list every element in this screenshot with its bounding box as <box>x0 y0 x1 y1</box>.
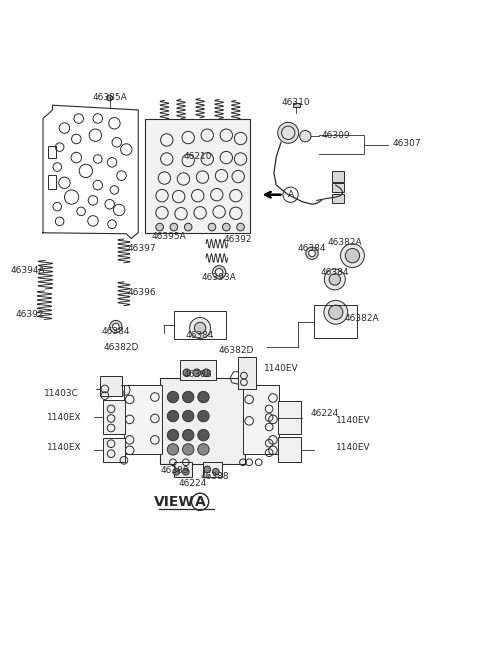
Bar <box>145 119 250 233</box>
Text: 46384: 46384 <box>321 268 349 277</box>
Circle shape <box>156 223 164 231</box>
Bar <box>174 462 192 476</box>
Bar <box>293 103 300 107</box>
Circle shape <box>208 223 216 231</box>
Circle shape <box>198 430 209 441</box>
Bar <box>238 357 256 389</box>
Circle shape <box>170 223 178 231</box>
Circle shape <box>167 430 179 441</box>
Circle shape <box>182 430 194 441</box>
Text: 46210: 46210 <box>183 152 212 161</box>
Text: 46392: 46392 <box>224 236 252 245</box>
Bar <box>48 146 56 157</box>
Circle shape <box>184 223 192 231</box>
Circle shape <box>216 268 223 276</box>
Text: 46382A: 46382A <box>328 238 362 247</box>
Circle shape <box>112 323 119 330</box>
Circle shape <box>324 269 345 290</box>
Text: 1140EX: 1140EX <box>47 413 81 422</box>
Circle shape <box>193 369 201 377</box>
Circle shape <box>345 249 360 263</box>
Circle shape <box>306 247 318 259</box>
Text: 11403C: 11403C <box>44 389 79 398</box>
Text: 46384: 46384 <box>298 244 326 253</box>
Circle shape <box>182 443 194 455</box>
Bar <box>278 438 300 462</box>
Text: 46307: 46307 <box>393 139 421 148</box>
Circle shape <box>198 392 209 403</box>
Text: 1140EV: 1140EV <box>264 364 299 373</box>
Text: 46385A: 46385A <box>92 93 127 102</box>
Bar <box>278 401 300 434</box>
Text: 46393A: 46393A <box>202 272 237 281</box>
Circle shape <box>183 369 191 377</box>
Circle shape <box>167 392 179 403</box>
Circle shape <box>329 305 343 319</box>
Text: 46395A: 46395A <box>152 232 187 241</box>
Bar <box>48 174 56 189</box>
Circle shape <box>204 466 211 473</box>
Circle shape <box>182 392 194 403</box>
Bar <box>124 385 162 454</box>
Circle shape <box>109 320 122 333</box>
Circle shape <box>278 122 299 143</box>
Circle shape <box>182 468 189 475</box>
Text: 46388: 46388 <box>201 472 229 481</box>
Text: A: A <box>288 190 294 199</box>
Circle shape <box>190 318 211 338</box>
Text: 46310: 46310 <box>282 98 311 108</box>
Bar <box>243 385 279 454</box>
Bar <box>314 305 357 338</box>
Circle shape <box>173 468 180 475</box>
Text: 1140EV: 1140EV <box>336 417 371 425</box>
Bar <box>103 438 125 462</box>
Text: 1140EX: 1140EX <box>47 443 81 453</box>
Bar <box>100 376 121 396</box>
Text: 46396: 46396 <box>128 288 156 297</box>
Circle shape <box>329 274 340 285</box>
Bar <box>333 171 344 182</box>
Circle shape <box>167 411 179 422</box>
Text: 46394A: 46394A <box>11 266 46 276</box>
Bar <box>180 360 216 380</box>
Bar <box>160 378 245 464</box>
Circle shape <box>182 411 194 422</box>
Circle shape <box>237 223 244 231</box>
Text: 46382D: 46382D <box>218 346 253 356</box>
Circle shape <box>198 443 209 455</box>
Circle shape <box>213 468 219 475</box>
Text: 46224: 46224 <box>311 409 339 418</box>
Bar <box>103 400 125 434</box>
Circle shape <box>107 95 112 101</box>
Text: A: A <box>195 495 205 509</box>
Text: 1140EV: 1140EV <box>336 443 371 453</box>
Text: 46388: 46388 <box>183 370 212 379</box>
Circle shape <box>198 411 209 422</box>
Text: 46384: 46384 <box>102 327 130 337</box>
Circle shape <box>300 131 311 142</box>
Text: 46382D: 46382D <box>104 342 139 352</box>
Text: 46309: 46309 <box>322 131 350 140</box>
Circle shape <box>213 266 226 279</box>
Circle shape <box>324 300 348 324</box>
Bar <box>333 194 344 203</box>
Text: 46397: 46397 <box>128 245 156 253</box>
Circle shape <box>223 223 230 231</box>
Text: 46224: 46224 <box>179 479 207 488</box>
Circle shape <box>167 443 179 455</box>
Circle shape <box>203 369 210 377</box>
Text: 46389: 46389 <box>161 466 189 476</box>
Bar <box>174 311 226 339</box>
Bar <box>204 462 222 476</box>
Circle shape <box>309 250 315 256</box>
Text: VIEW: VIEW <box>154 495 194 509</box>
Circle shape <box>194 322 206 334</box>
Bar <box>333 183 344 192</box>
Circle shape <box>340 244 364 268</box>
Text: 46382A: 46382A <box>344 314 379 323</box>
Text: 46392: 46392 <box>16 310 45 319</box>
Text: 46384: 46384 <box>186 331 215 340</box>
